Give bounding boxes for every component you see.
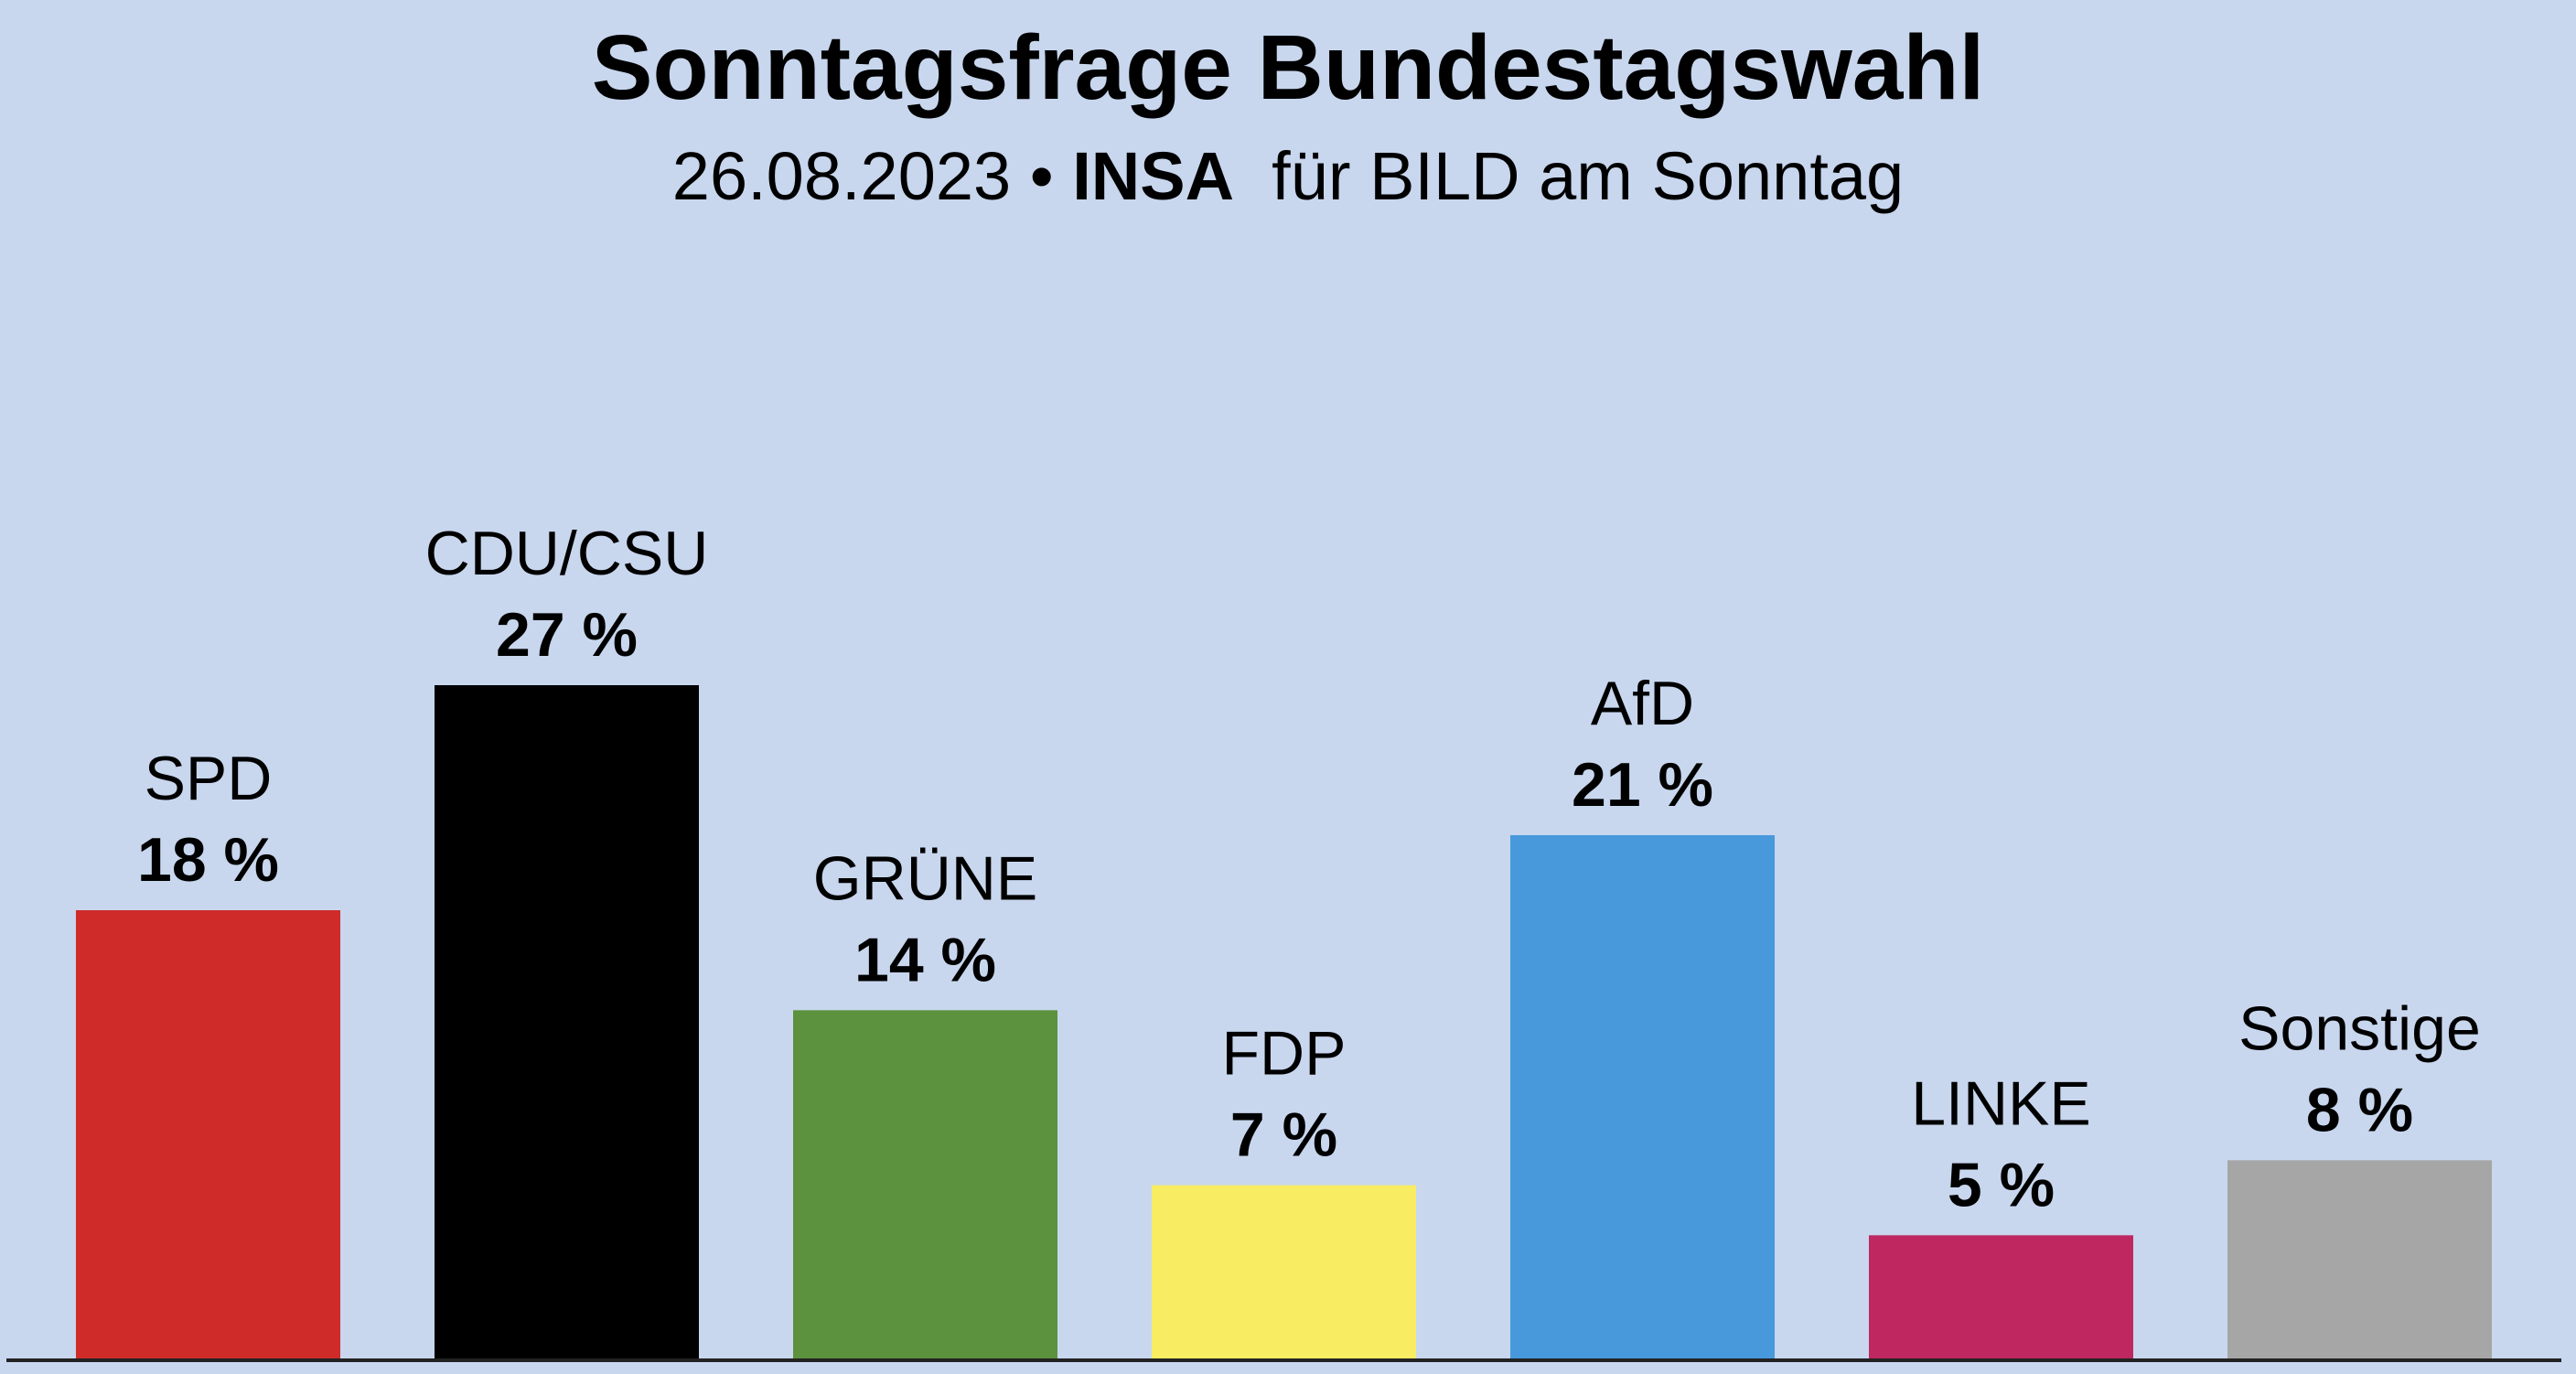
bar-fdp — [1152, 1185, 1416, 1360]
bar-linke — [1869, 1235, 2133, 1360]
category-label-afd: AfD — [1591, 669, 1694, 738]
bar-cdu-csu — [435, 685, 699, 1360]
value-label-afd: 21 % — [1572, 750, 1713, 820]
value-label-linke: 5 % — [1948, 1150, 2055, 1219]
category-label-linke: LINKE — [1911, 1068, 2091, 1138]
separator-dot: • — [1029, 138, 1054, 214]
chart-title: Sonntagsfrage Bundestagswahl — [591, 16, 1985, 119]
category-label-spd: SPD — [145, 744, 273, 813]
value-label-cdu-csu: 27 % — [496, 600, 638, 670]
value-label-spd: 18 % — [137, 825, 279, 895]
category-label-cdu-csu: CDU/CSU — [425, 519, 709, 588]
poll-date: 26.08.2023 — [671, 138, 1012, 214]
category-label-gr-ne: GRÜNE — [813, 843, 1038, 913]
category-label-sonstige: Sonstige — [2238, 993, 2481, 1063]
poll-institute: INSA — [1072, 138, 1235, 214]
bar-spd — [76, 910, 340, 1360]
value-label-sonstige: 8 % — [2306, 1075, 2413, 1144]
bars-group: 18 % SPD 27 % CDU/CSU 14 % GRÜNE 7 % FDP 21 % AfD… — [76, 519, 2492, 1360]
bar-gr-ne — [793, 1010, 1057, 1360]
category-label-fdp: FDP — [1222, 1019, 1347, 1089]
bar-sonstige — [2227, 1160, 2492, 1360]
bar-afd — [1510, 835, 1775, 1360]
value-label-fdp: 7 % — [1230, 1100, 1337, 1170]
chart-subtitle: 26.08.2023 • INSA für BILD am Sonntag — [0, 135, 2576, 218]
poll-client: für BILD am Sonntag — [1272, 138, 1905, 214]
value-label-gr-ne: 14 % — [854, 925, 996, 994]
